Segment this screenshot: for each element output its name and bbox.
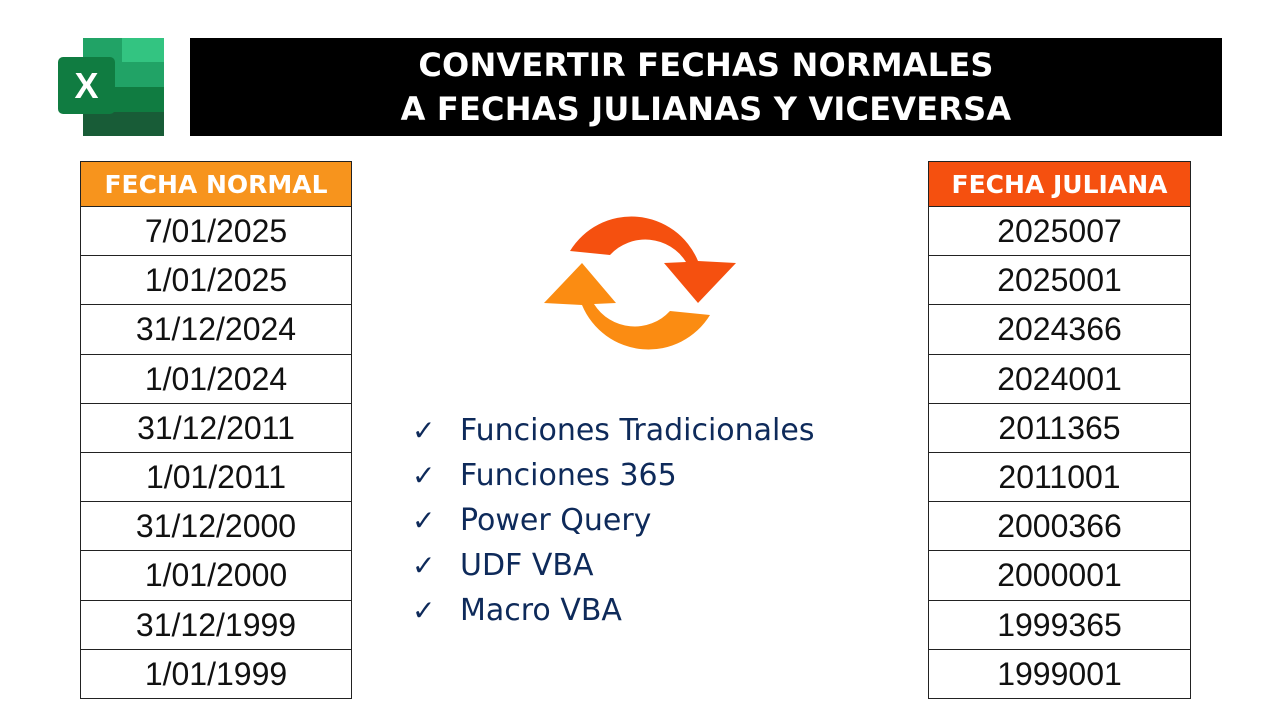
convert-arrows-icon xyxy=(544,216,736,350)
table-cell: 2024366 xyxy=(928,305,1191,355)
table-cell: 2000366 xyxy=(928,502,1191,552)
feature-label: Power Query xyxy=(460,503,652,538)
feature-item: ✓ UDF VBA xyxy=(412,543,814,588)
julian-date-header: FECHA JULIANA xyxy=(928,161,1191,207)
features-list: ✓ Funciones Tradicionales ✓ Funciones 36… xyxy=(412,408,814,633)
table-cell: 31/12/2024 xyxy=(80,305,352,355)
table-cell: 2024001 xyxy=(928,354,1191,404)
feature-label: UDF VBA xyxy=(460,548,594,583)
normal-date-table: FECHA NORMAL 7/01/2025 1/01/2025 31/12/2… xyxy=(80,161,352,699)
table-cell: 2025007 xyxy=(928,207,1191,257)
table-cell: 31/12/2000 xyxy=(80,502,352,552)
feature-label: Funciones Tradicionales xyxy=(460,413,815,448)
table-cell: 1/01/2025 xyxy=(80,256,352,306)
feature-item: ✓ Macro VBA xyxy=(412,588,814,633)
check-icon: ✓ xyxy=(412,595,436,626)
normal-date-header: FECHA NORMAL xyxy=(80,161,352,207)
title-line-2: A FECHAS JULIANAS Y VICEVERSA xyxy=(400,90,1012,128)
table-cell: 2011001 xyxy=(928,452,1191,503)
table-cell: 1999365 xyxy=(928,600,1191,650)
check-icon: ✓ xyxy=(412,550,436,581)
check-icon: ✓ xyxy=(412,460,436,491)
table-cell: 1/01/2024 xyxy=(80,354,352,404)
check-icon: ✓ xyxy=(412,505,436,536)
table-cell: 1/01/1999 xyxy=(80,649,352,699)
svg-text:X: X xyxy=(74,65,98,106)
table-cell: 1999001 xyxy=(928,649,1191,699)
title-line-1: CONVERTIR FECHAS NORMALES xyxy=(418,46,994,84)
table-cell: 2000001 xyxy=(928,551,1191,601)
table-cell: 2011365 xyxy=(928,403,1191,453)
table-cell: 7/01/2025 xyxy=(80,207,352,257)
title-banner: CONVERTIR FECHAS NORMALES A FECHAS JULIA… xyxy=(190,38,1222,136)
table-cell: 31/12/2011 xyxy=(80,403,352,453)
feature-label: Macro VBA xyxy=(460,593,622,628)
feature-label: Funciones 365 xyxy=(460,458,677,493)
feature-item: ✓ Power Query xyxy=(412,498,814,543)
excel-logo-icon: X xyxy=(58,38,164,136)
table-cell: 1/01/2011 xyxy=(80,452,352,503)
check-icon: ✓ xyxy=(412,415,436,446)
julian-date-table: FECHA JULIANA 2025007 2025001 2024366 20… xyxy=(928,161,1191,699)
table-cell: 31/12/1999 xyxy=(80,600,352,650)
feature-item: ✓ Funciones Tradicionales xyxy=(412,408,814,453)
feature-item: ✓ Funciones 365 xyxy=(412,453,814,498)
table-cell: 1/01/2000 xyxy=(80,551,352,601)
table-cell: 2025001 xyxy=(928,256,1191,306)
